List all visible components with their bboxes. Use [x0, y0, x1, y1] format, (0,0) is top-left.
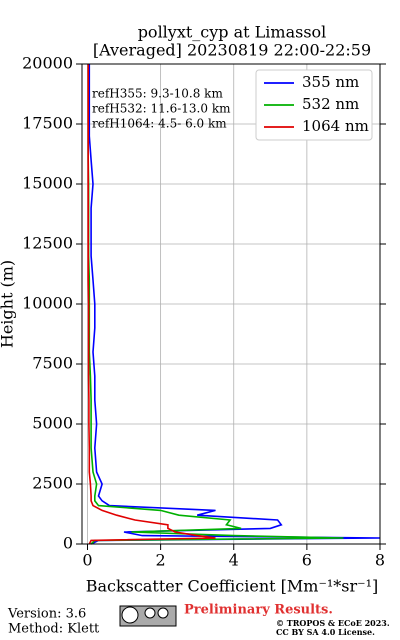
- license-2: CC BY SA 4.0 License.: [276, 627, 375, 637]
- method: Method: Klett: [8, 622, 100, 637]
- license-1: © TROPOS & ECoE 2023.: [276, 618, 390, 628]
- annotation: refH355: 9.3-10.8 km: [92, 87, 223, 101]
- x-axis-label: Backscatter Coefficient [Mm⁻¹*sr⁻¹]: [86, 577, 379, 596]
- y-tick-label: 2500: [32, 474, 73, 493]
- chart-title: pollyxt_cyp at Limassol: [138, 23, 327, 42]
- x-tick-label: 4: [229, 551, 239, 570]
- x-tick-label: 6: [302, 551, 312, 570]
- y-tick-label: 15000: [22, 174, 73, 193]
- y-tick-label: 12500: [22, 234, 73, 253]
- y-tick-label: 20000: [22, 54, 73, 73]
- profile-line: [88, 64, 381, 545]
- preliminary: Preliminary Results.: [184, 603, 333, 618]
- x-tick-label: 2: [156, 551, 166, 570]
- plot-frame: [81, 63, 381, 545]
- legend-box: [255, 69, 373, 141]
- version: Version: 3.6: [7, 607, 86, 622]
- annotation: refH532: 11.6-13.0 km: [92, 102, 231, 116]
- legend-label: 1064 nm: [302, 117, 369, 135]
- legend-label: 355 nm: [302, 73, 359, 91]
- x-tick-label: 0: [82, 551, 92, 570]
- y-tick-label: 10000: [22, 294, 73, 313]
- cc-logo: [119, 605, 177, 627]
- y-axis-label: Height (m): [0, 260, 17, 348]
- y-tick-label: 5000: [32, 414, 73, 433]
- annotation: refH1064: 4.5- 6.0 km: [92, 117, 227, 131]
- y-tick-label: 7500: [32, 354, 73, 373]
- y-tick-label: 0: [63, 534, 73, 553]
- chart-subtitle: [Averaged] 20230819 22:00-22:59: [93, 41, 371, 60]
- legend-label: 532 nm: [302, 95, 359, 113]
- profile-line: [87, 64, 216, 545]
- x-tick-label: 8: [375, 551, 385, 570]
- y-tick-label: 17500: [22, 114, 73, 133]
